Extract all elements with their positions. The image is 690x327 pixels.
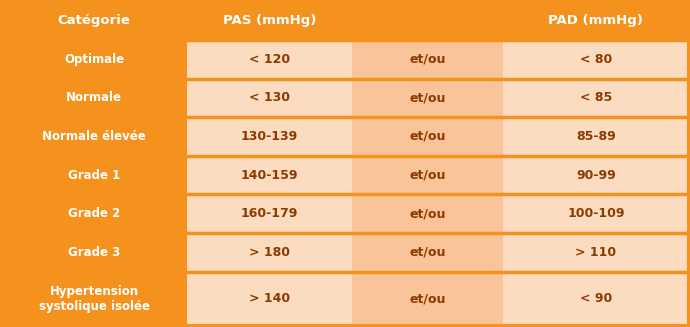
- Text: Optimale: Optimale: [64, 53, 124, 66]
- Bar: [352, 195, 503, 232]
- Text: PAD (mmHg): PAD (mmHg): [549, 14, 643, 27]
- Bar: [352, 79, 503, 116]
- Text: 100-109: 100-109: [567, 207, 624, 220]
- Text: et/ou: et/ou: [409, 246, 446, 259]
- Bar: [352, 1, 503, 40]
- Bar: [187, 41, 352, 77]
- Bar: [187, 195, 352, 232]
- Bar: [352, 157, 503, 193]
- Bar: [1, 41, 187, 77]
- Bar: [503, 157, 689, 193]
- Bar: [352, 272, 503, 325]
- Text: 160-179: 160-179: [241, 207, 298, 220]
- Text: 140-159: 140-159: [241, 169, 298, 181]
- Text: 90-99: 90-99: [576, 169, 615, 181]
- Text: > 140: > 140: [249, 292, 290, 305]
- Bar: [352, 118, 503, 155]
- Text: Catégorie: Catégorie: [58, 14, 130, 27]
- Text: Normale: Normale: [66, 91, 122, 104]
- Bar: [503, 118, 689, 155]
- Bar: [352, 234, 503, 271]
- Bar: [187, 157, 352, 193]
- Text: Grade 2: Grade 2: [68, 207, 120, 220]
- Text: Normale élevée: Normale élevée: [42, 130, 146, 143]
- Bar: [503, 41, 689, 77]
- Text: et/ou: et/ou: [409, 53, 446, 66]
- Bar: [503, 1, 689, 40]
- Bar: [1, 195, 187, 232]
- Text: < 130: < 130: [249, 91, 290, 104]
- Text: < 80: < 80: [580, 53, 612, 66]
- Bar: [187, 1, 352, 40]
- Text: Hypertension
systolique isolée: Hypertension systolique isolée: [39, 284, 150, 313]
- Text: > 110: > 110: [575, 246, 616, 259]
- Bar: [503, 79, 689, 116]
- Text: Grade 3: Grade 3: [68, 246, 120, 259]
- Bar: [187, 118, 352, 155]
- Text: et/ou: et/ou: [409, 292, 446, 305]
- Text: < 90: < 90: [580, 292, 612, 305]
- Text: < 85: < 85: [580, 91, 612, 104]
- Bar: [503, 272, 689, 325]
- Bar: [187, 234, 352, 271]
- Bar: [187, 272, 352, 325]
- Bar: [1, 234, 187, 271]
- Text: 130-139: 130-139: [241, 130, 298, 143]
- Text: et/ou: et/ou: [409, 130, 446, 143]
- Bar: [503, 234, 689, 271]
- Bar: [1, 118, 187, 155]
- Text: > 180: > 180: [249, 246, 290, 259]
- Text: et/ou: et/ou: [409, 207, 446, 220]
- Bar: [352, 41, 503, 77]
- Bar: [1, 272, 187, 325]
- Text: et/ou: et/ou: [409, 91, 446, 104]
- Bar: [1, 157, 187, 193]
- Bar: [1, 1, 187, 40]
- Bar: [503, 195, 689, 232]
- Text: < 120: < 120: [249, 53, 290, 66]
- Text: PAS (mmHg): PAS (mmHg): [223, 14, 316, 27]
- Bar: [1, 79, 187, 116]
- Text: et/ou: et/ou: [409, 169, 446, 181]
- Text: Grade 1: Grade 1: [68, 169, 120, 181]
- Bar: [187, 79, 352, 116]
- Text: 85-89: 85-89: [576, 130, 615, 143]
